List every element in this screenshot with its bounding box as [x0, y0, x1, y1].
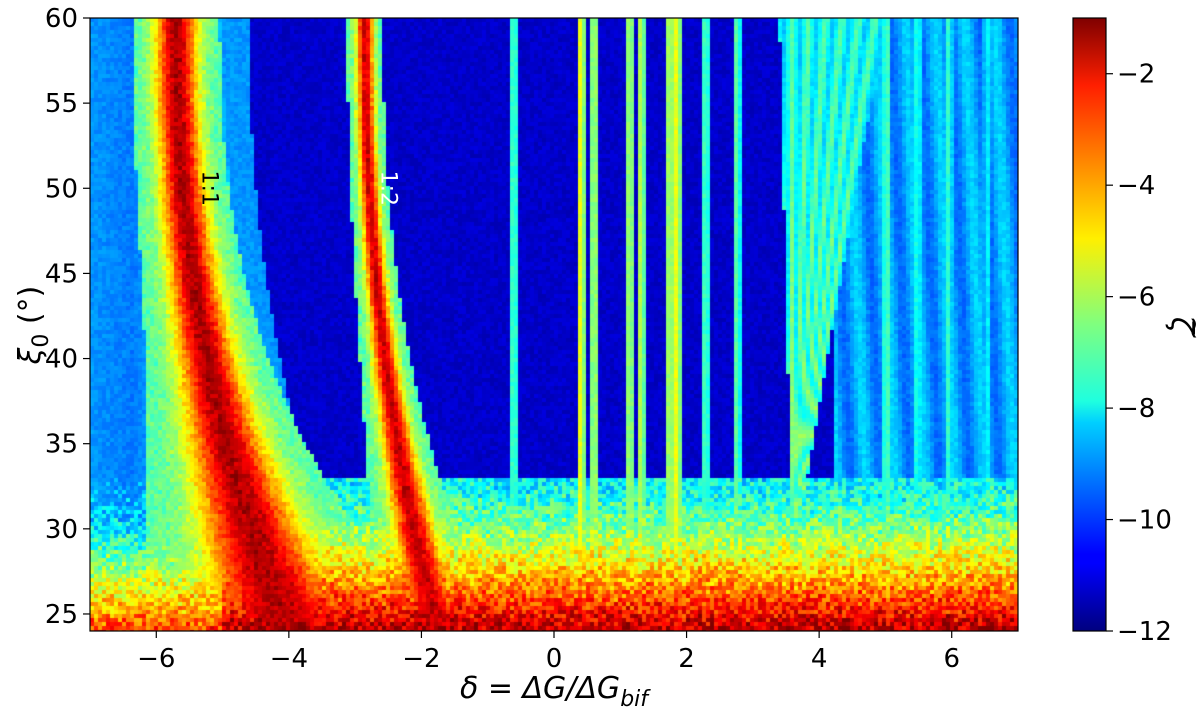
x-axis-label: δ = ΔG/ΔGbif: [460, 671, 651, 709]
colorbar-tick-label: −4: [1117, 171, 1155, 201]
heatmap-plot-area: [89, 17, 1019, 632]
x-tick-label: 6: [943, 644, 960, 674]
x-tick-label: −6: [137, 644, 175, 674]
colorbar-tick-label: −10: [1117, 506, 1172, 536]
y-axis: 25 30 35 40 45 50 55 60: [45, 4, 90, 630]
x-tick-label: 2: [678, 644, 695, 674]
colorbar-gradient: [1073, 18, 1106, 631]
y-tick-label: 35: [45, 430, 78, 460]
y-axis-label: ξ0 (°): [13, 286, 54, 366]
colorbar-frame: [1072, 17, 1107, 632]
colorbar: −2 −4 −6 −8 −10 −12: [1072, 17, 1172, 647]
colorbar-label: ζ: [1164, 316, 1199, 335]
colorbar-tick-label: −12: [1117, 617, 1172, 647]
colorbar-tick-label: −6: [1117, 283, 1155, 313]
x-tick-label: 4: [811, 644, 828, 674]
y-tick-label: 55: [45, 89, 78, 119]
x-axis: −6 −4 −2 0 2 4 6: [137, 631, 960, 674]
resonance-label: 1:1: [197, 171, 222, 206]
y-tick-label: 30: [45, 515, 78, 545]
resonance-label: 1:2: [376, 171, 401, 206]
x-tick-label: −2: [402, 644, 440, 674]
resonance-labels: 1:1 1:2: [197, 171, 401, 206]
colorbar-tick-label: −8: [1117, 394, 1155, 424]
heatmap-image: [90, 18, 1018, 631]
colorbar-ticks: −2 −4 −6 −8 −10 −12: [1106, 60, 1172, 647]
y-tick-label: 45: [45, 259, 78, 289]
y-tick-label: 40: [45, 345, 78, 375]
colorbar-label-accent: ~: [1176, 315, 1200, 340]
x-tick-label: −4: [270, 644, 308, 674]
y-tick-label: 60: [45, 4, 78, 34]
colorbar-tick-label: −2: [1117, 60, 1155, 90]
y-tick-label: 50: [45, 174, 78, 204]
y-tick-label: 25: [45, 600, 78, 630]
x-tick-label: 0: [546, 644, 563, 674]
